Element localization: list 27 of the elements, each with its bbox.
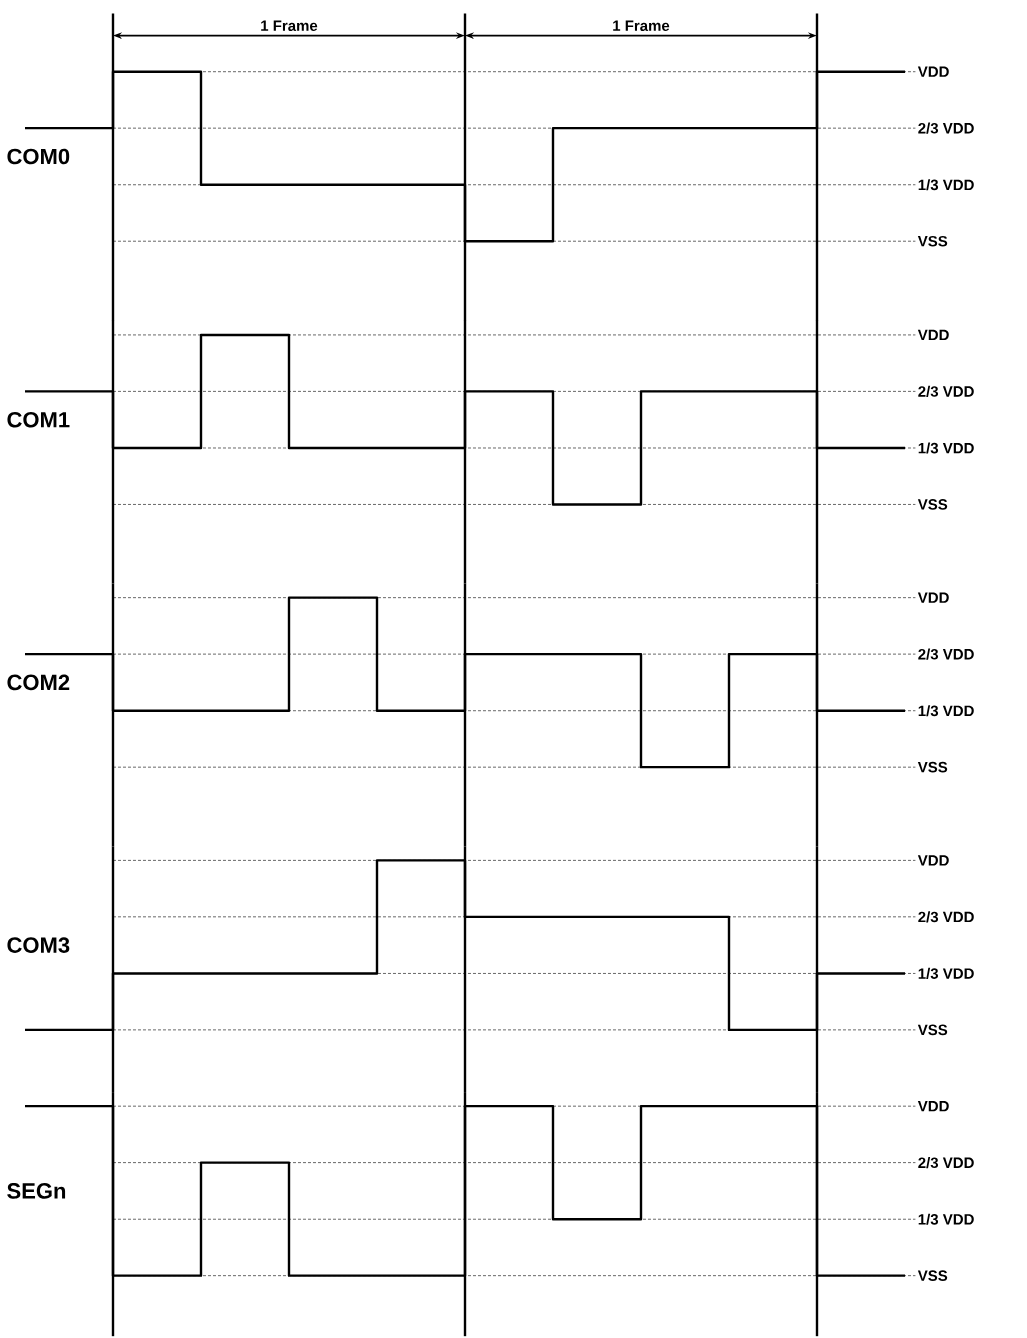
ref-line-label: VDD xyxy=(917,66,949,77)
ref-line-label: VSS xyxy=(917,1024,948,1036)
text: 1 Frame xyxy=(261,20,318,32)
ref-line-label: 2/3 VDD xyxy=(918,1157,974,1169)
ref-line-label: 2/3 VDD xyxy=(918,648,974,660)
ref-line-label: VDD xyxy=(917,1101,949,1112)
ref-line-label: 2/3 VDD xyxy=(918,122,974,134)
ref-line-label: VSS xyxy=(917,1270,948,1281)
ref-line-label: VDD xyxy=(917,855,949,866)
ref-line-label: VSS xyxy=(917,761,948,773)
y-axis-title: COM3 xyxy=(7,937,70,953)
y-axis-title: COM1 xyxy=(7,411,70,428)
ref-line-label: 1/3 VDD xyxy=(918,442,974,454)
y-axis-title: COM2 xyxy=(7,674,70,691)
ref-line-label: VSS xyxy=(917,235,948,247)
ref-line-label: VDD xyxy=(917,329,949,341)
ref-line-label: VDD xyxy=(917,592,949,603)
text: 1 Frame xyxy=(613,20,670,32)
y-axis-title: COM0 xyxy=(7,148,70,165)
ref-line-label: 1/3 VDD xyxy=(918,705,974,717)
ref-line-label: 1/3 VDD xyxy=(918,1213,974,1225)
ref-line-label: VSS xyxy=(917,499,948,510)
ref-line-label: 1/3 VDD xyxy=(918,967,974,980)
ref-line-label: 1/3 VDD xyxy=(918,179,974,191)
y-axis-title: SEGn xyxy=(7,1183,66,1199)
ref-line-label: 2/3 VDD xyxy=(918,385,974,397)
ref-line-label: 2/3 VDD xyxy=(918,911,974,923)
